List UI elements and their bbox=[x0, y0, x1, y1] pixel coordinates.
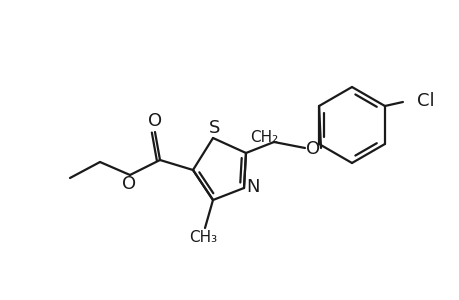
Text: O: O bbox=[122, 175, 136, 193]
Text: O: O bbox=[148, 112, 162, 130]
Text: N: N bbox=[246, 178, 259, 196]
Text: S: S bbox=[209, 119, 220, 137]
Text: Cl: Cl bbox=[416, 92, 434, 110]
Text: O: O bbox=[305, 140, 319, 158]
Text: CH₃: CH₃ bbox=[189, 230, 217, 244]
Text: CH₂: CH₂ bbox=[249, 130, 278, 145]
